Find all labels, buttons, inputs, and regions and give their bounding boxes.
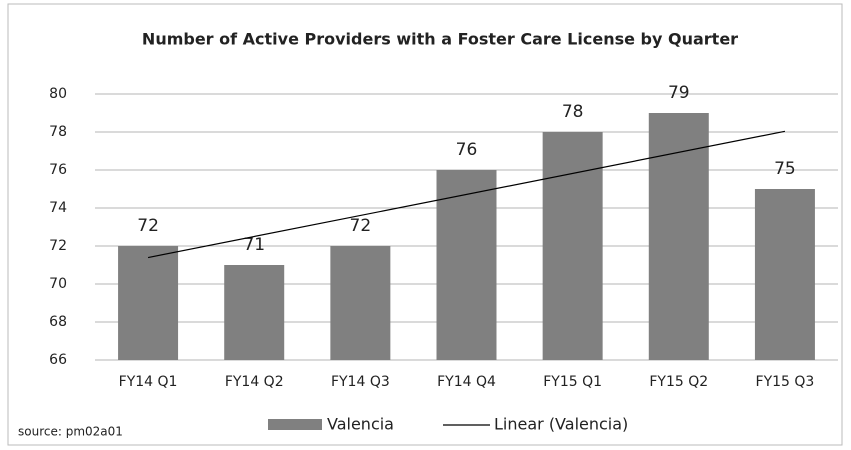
source-note: source: pm02a01 (18, 425, 123, 439)
bar (330, 246, 391, 360)
y-tick-label: 70 (49, 276, 67, 292)
legend-label: Linear (Valencia) (494, 415, 628, 434)
x-tick-label: FY15 Q3 (756, 374, 815, 390)
bar (542, 132, 603, 360)
trendline (147, 130, 786, 259)
bar (648, 113, 709, 360)
y-tick-label: 68 (49, 314, 67, 330)
chart-title: Number of Active Providers with a Foster… (142, 30, 738, 49)
y-tick-label: 76 (49, 162, 67, 178)
bar (224, 265, 285, 360)
y-tick-label: 74 (49, 200, 67, 216)
x-tick-label: FY15 Q2 (649, 374, 708, 390)
x-tick-label: FY14 Q3 (331, 374, 390, 390)
x-tick-label: FY14 Q1 (119, 374, 178, 390)
x-tick-label: FY14 Q4 (437, 374, 496, 390)
y-tick-label: 72 (49, 238, 67, 254)
value-label: 78 (562, 102, 584, 122)
y-tick-label: 78 (49, 124, 67, 140)
bar (754, 189, 815, 360)
x-tick-label: FY15 Q1 (543, 374, 602, 390)
bar (118, 246, 179, 360)
y-tick-label: 66 (49, 352, 67, 368)
value-label: 79 (668, 83, 690, 103)
legend-label: Valencia (327, 415, 394, 434)
value-label: 72 (137, 216, 159, 236)
x-tick-label: FY14 Q2 (225, 374, 284, 390)
bar (436, 170, 497, 360)
value-label: 72 (350, 216, 372, 236)
legend-swatch (268, 419, 322, 430)
value-label: 75 (774, 159, 796, 179)
value-label: 71 (243, 235, 265, 255)
value-label: 76 (456, 140, 478, 160)
y-tick-label: 80 (49, 86, 67, 102)
